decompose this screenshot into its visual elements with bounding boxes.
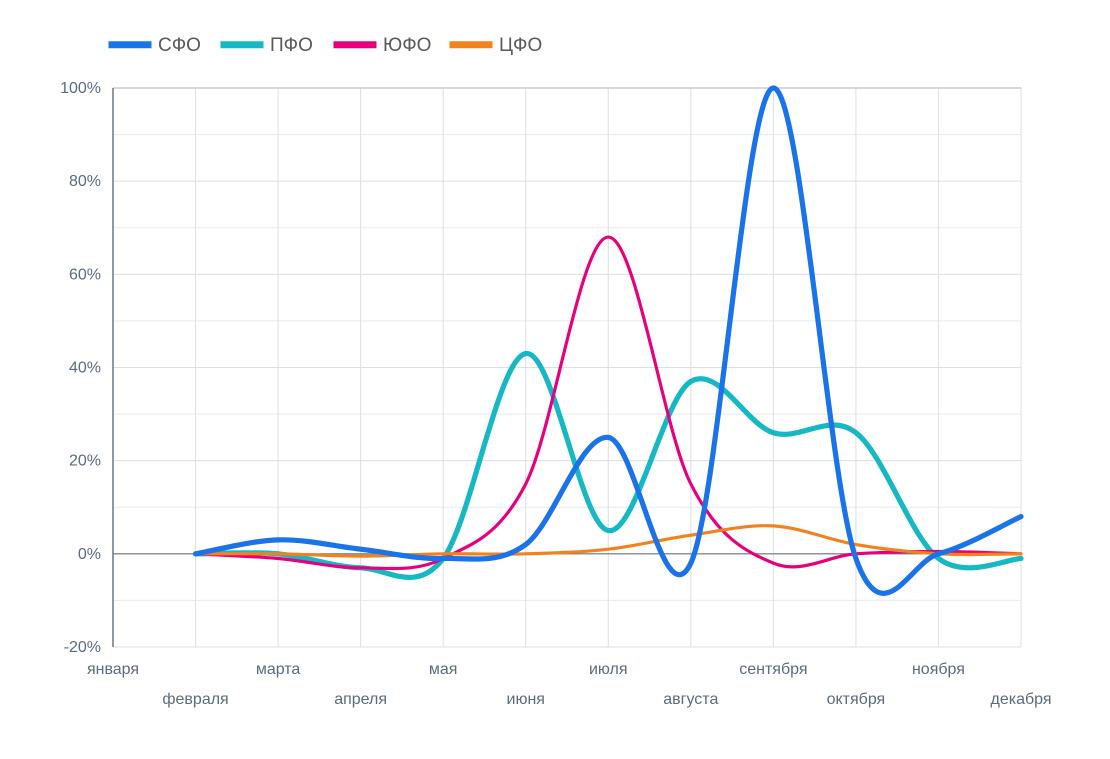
svg-text:100%: 100% [60,80,101,97]
svg-text:ЦФО: ЦФО [499,35,542,56]
svg-text:декабря: декабря [990,691,1051,708]
svg-text:60%: 60% [69,266,101,283]
svg-text:сентября: сентября [739,661,807,678]
svg-text:ЮФО: ЮФО [383,35,431,56]
svg-text:ПФО: ПФО [270,35,313,56]
svg-text:40%: 40% [69,360,101,377]
svg-text:20%: 20% [69,453,101,470]
svg-text:-20%: -20% [64,639,101,656]
svg-text:января: января [87,661,139,678]
svg-text:августа: августа [663,691,718,708]
svg-text:0%: 0% [78,546,101,563]
svg-text:марта: марта [256,661,301,678]
svg-text:апреля: апреля [334,691,387,708]
svg-text:октября: октября [827,691,886,708]
svg-text:февраля: февраля [162,691,228,708]
svg-text:СФО: СФО [158,35,201,56]
svg-text:июня: июня [507,691,545,708]
svg-text:80%: 80% [69,173,101,190]
svg-text:мая: мая [429,661,458,678]
svg-text:ноября: ноября [912,661,965,678]
svg-text:июля: июля [589,661,628,678]
